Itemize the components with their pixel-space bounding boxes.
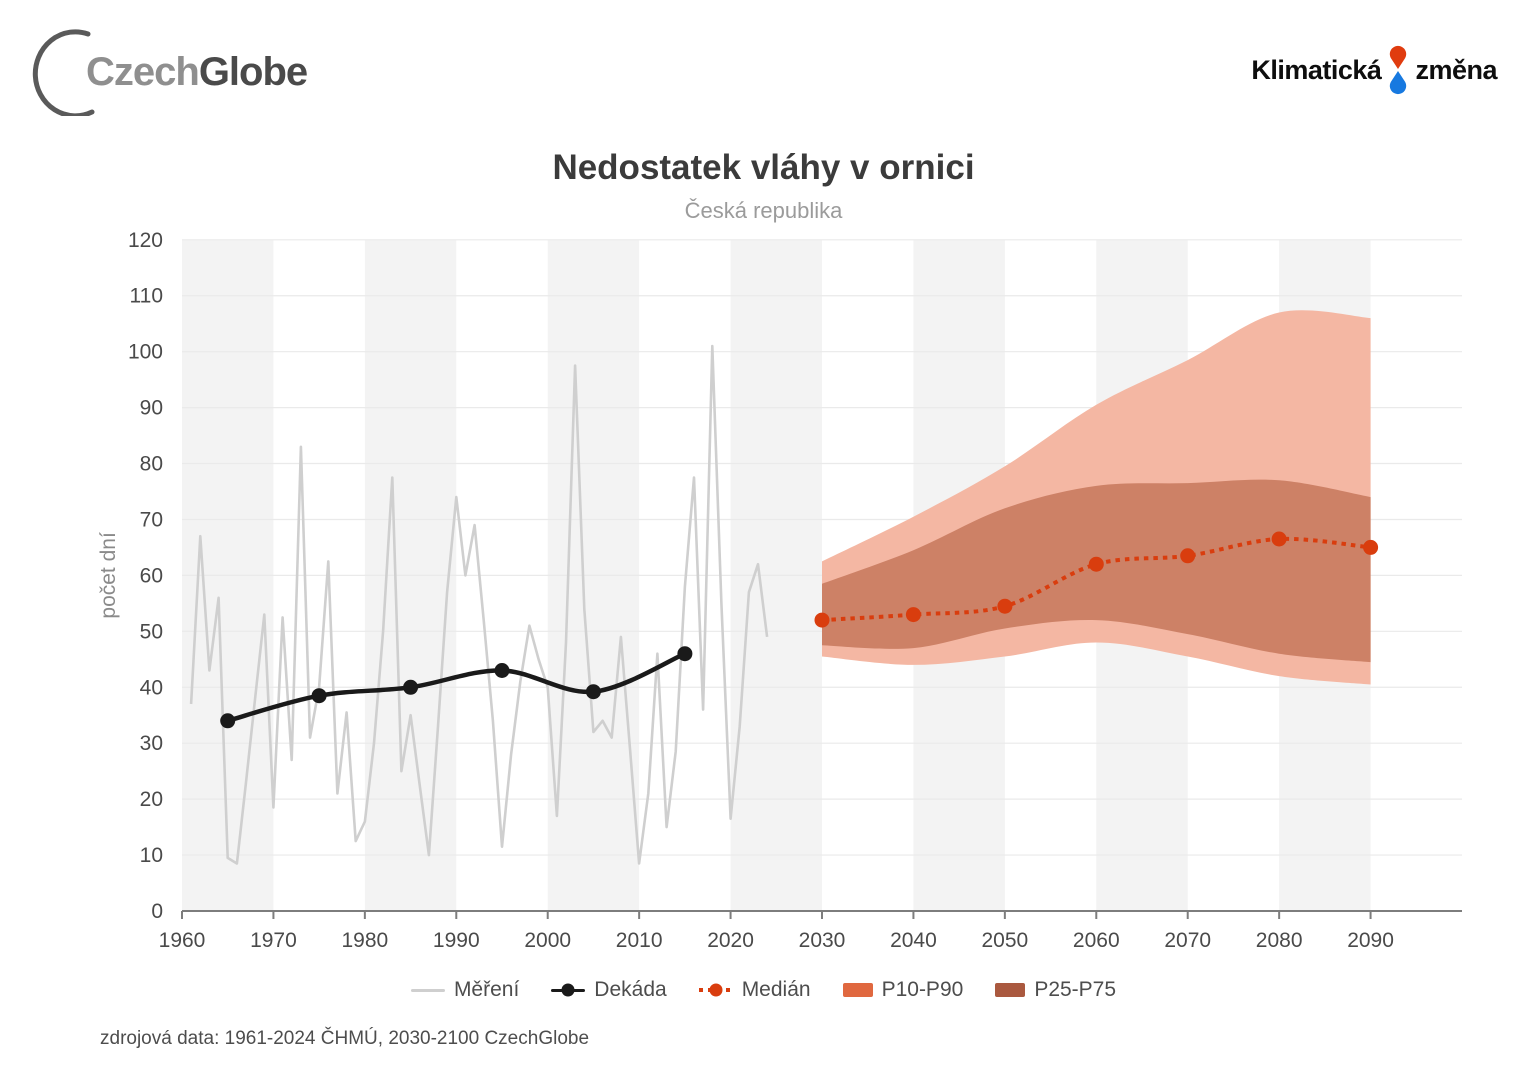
- y-tick-label: 100: [128, 341, 163, 364]
- legend-item-median[interactable]: Medián: [698, 978, 811, 1002]
- x-tick-label: 2060: [1073, 929, 1120, 952]
- decade-point: [677, 646, 693, 662]
- y-tick-label: 120: [128, 229, 163, 252]
- median-point: [1088, 556, 1104, 572]
- x-tick-label: 2000: [524, 929, 571, 952]
- chart-legend: Měření Dekáda Medián P10-P90 P25-P75: [0, 978, 1527, 1002]
- y-tick-label: 60: [140, 564, 163, 587]
- czechglobe-word-czech: Czech: [86, 50, 200, 94]
- legend-label-p10p90: P10-P90: [881, 978, 964, 1001]
- x-tick-label: 2080: [1256, 929, 1303, 952]
- y-tick-label: 80: [140, 453, 163, 476]
- chart-subtitle: Česká republika: [684, 198, 843, 223]
- legend-item-mereni[interactable]: Měření: [410, 978, 520, 1002]
- median-point: [1271, 531, 1287, 547]
- decade-point: [494, 663, 510, 678]
- decade-point: [220, 713, 236, 729]
- decade-line: [225, 651, 688, 724]
- median-line-swatch: [698, 983, 733, 997]
- x-tick-label: 2040: [890, 929, 937, 952]
- legend-label-mereni: Měření: [453, 978, 520, 1001]
- x-tick-label: 1970: [250, 929, 297, 952]
- median-point: [814, 612, 830, 628]
- legend-item-p10p90[interactable]: P10-P90: [842, 978, 964, 1002]
- czechglobe-crescent-icon: [32, 29, 95, 119]
- y-tick-label: 40: [140, 676, 163, 699]
- decade-line-swatch: [551, 983, 586, 997]
- x-tick-label: 2020: [707, 929, 754, 952]
- y-axis-label: počet dní: [97, 532, 120, 619]
- x-tick-label: 2090: [1347, 929, 1394, 952]
- measurement-line-swatch: [410, 988, 445, 992]
- y-tick-label: 110: [130, 285, 163, 308]
- decade-point: [585, 684, 601, 700]
- decade-dot-swatch: [561, 983, 575, 997]
- x-tick-label: 1980: [341, 929, 388, 952]
- x-tick-label: 2070: [1164, 929, 1211, 952]
- y-tick-label: 20: [140, 788, 163, 811]
- klimaticka-word-right: změna: [1415, 54, 1497, 85]
- x-tick-label: 1960: [159, 929, 206, 952]
- klimaticka-word-left: Klimatická: [1251, 54, 1382, 85]
- p10-p90-band-swatch: [842, 983, 873, 997]
- czechglobe-logo: CzechGlobe: [30, 28, 308, 119]
- klimaticka-zmena-logo: Klimatická změna: [1251, 44, 1497, 96]
- czechglobe-wordmark: CzechGlobe: [86, 50, 308, 95]
- x-tick-label: 2010: [616, 929, 663, 952]
- y-tick-label: 90: [140, 397, 163, 420]
- y-tick-label: 10: [140, 844, 163, 867]
- x-tick-label: 1990: [433, 929, 480, 952]
- czechglobe-word-globe: Globe: [198, 50, 308, 94]
- y-tick-label: 30: [140, 732, 163, 755]
- median-point: [905, 607, 921, 623]
- median-point: [1363, 539, 1379, 555]
- measurement-line: [189, 344, 769, 865]
- y-tick-label: 50: [140, 620, 163, 643]
- y-tick-label: 70: [140, 508, 163, 531]
- source-note: zdrojová data: 1961-2024 ČHMÚ, 2030-2100…: [100, 1028, 590, 1049]
- legend-label-median: Medián: [741, 978, 811, 1001]
- legend-item-dekada[interactable]: Dekáda: [551, 978, 667, 1002]
- median-point: [1180, 548, 1196, 564]
- chart-title: Nedostatek vláhy v ornici: [552, 148, 975, 187]
- decade-point: [403, 679, 419, 695]
- legend-label-dekada: Dekáda: [594, 978, 667, 1001]
- two-drops-icon: [1390, 45, 1407, 95]
- p25-p75-band-swatch: [995, 983, 1026, 997]
- legend-item-p25p75[interactable]: P25-P75: [995, 978, 1116, 1002]
- x-tick-label: 2030: [799, 929, 846, 952]
- median-dot-swatch: [709, 983, 723, 997]
- decade-point: [311, 688, 327, 704]
- x-tick-label: 2050: [981, 929, 1028, 952]
- legend-label-p25p75: P25-P75: [1034, 978, 1117, 1001]
- median-point: [997, 598, 1013, 614]
- y-tick-label: 0: [151, 900, 163, 923]
